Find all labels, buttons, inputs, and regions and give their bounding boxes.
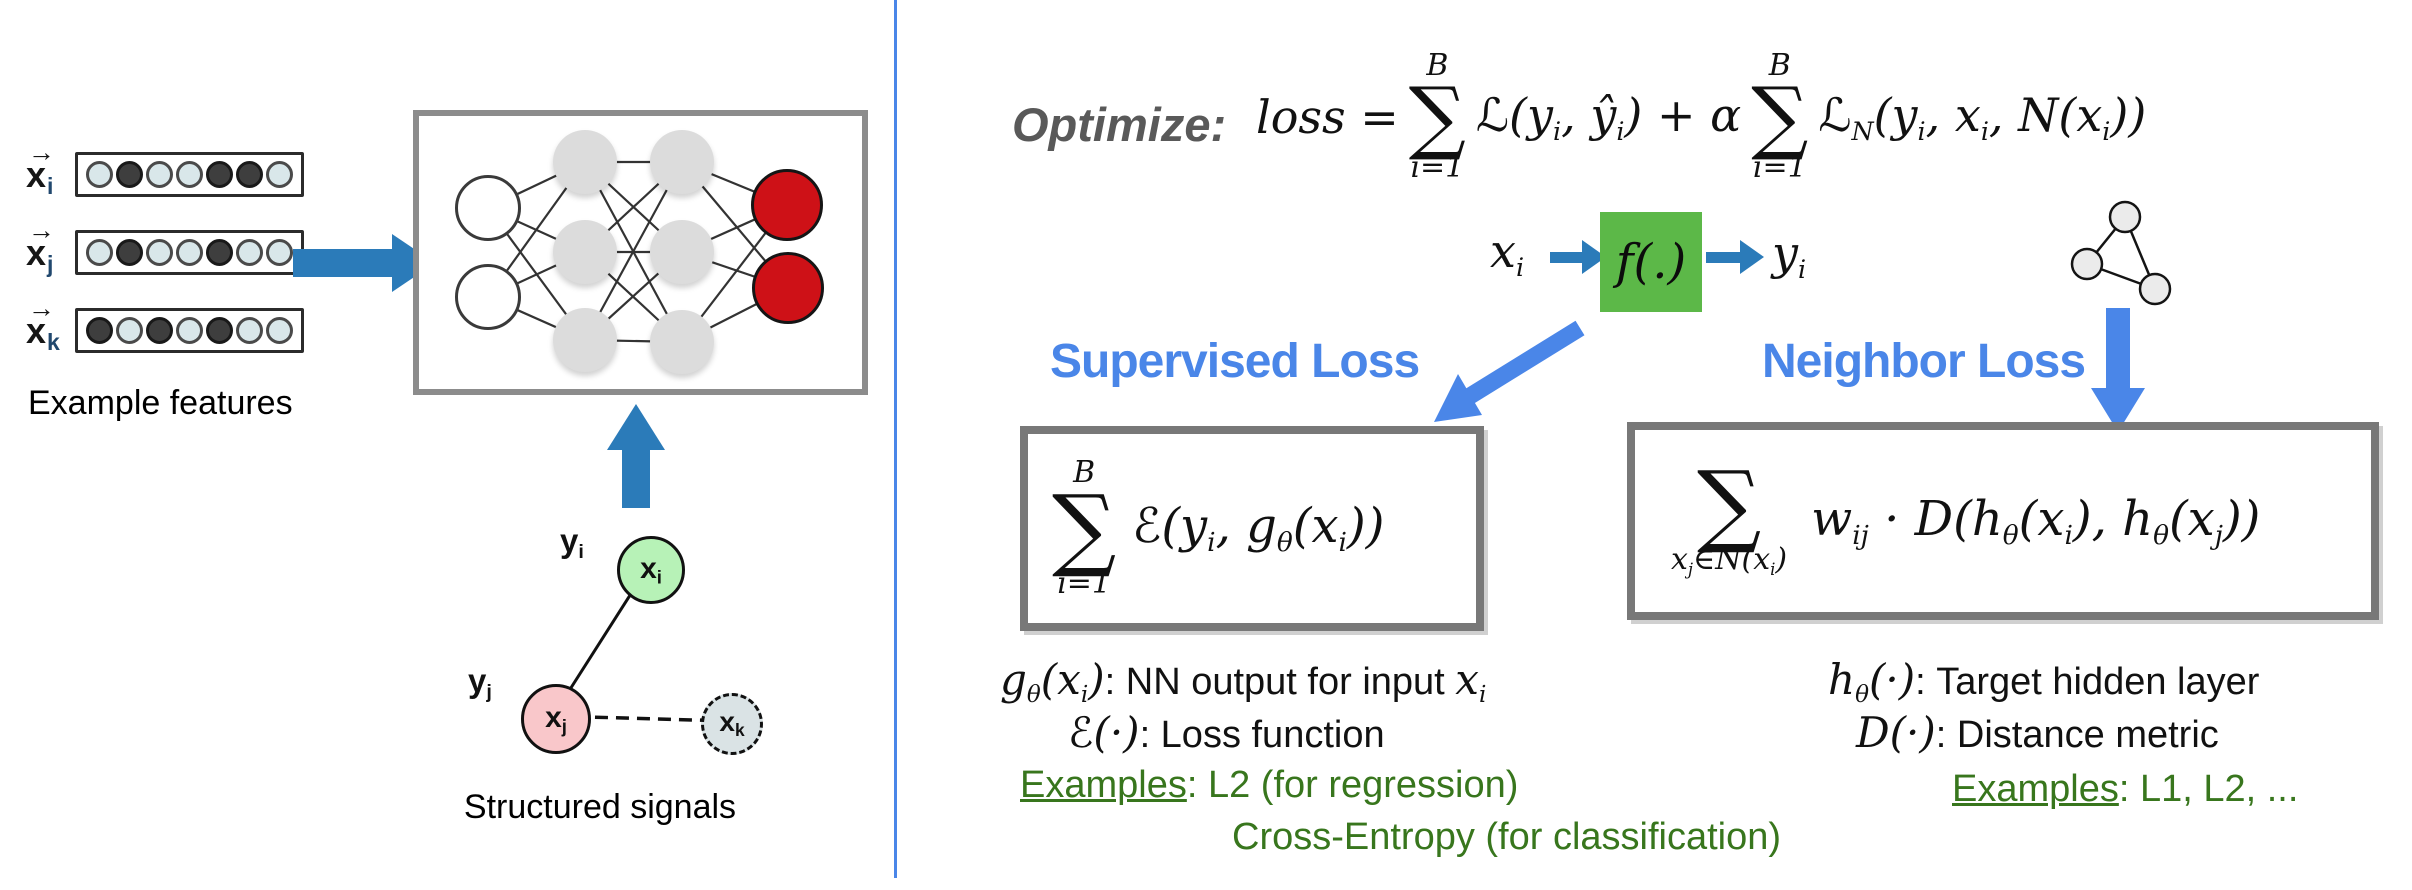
node-xj: xj [521, 684, 591, 754]
feature-dot-off [176, 317, 203, 344]
hidden-node [553, 220, 617, 284]
neighbor-loss-title: Neighbor Loss [1762, 335, 2086, 388]
supervised-examples-line2: Cross-Entropy (for classification) [1232, 816, 1782, 858]
supervised-pointer-arrow [1434, 320, 1585, 422]
neighbor-sum: ∑ xj∈N(xi) [1671, 451, 1788, 579]
supervised-examples: Examples: L2 (for regression) [1020, 764, 1519, 806]
sum-batch-1: B ∑ i=1 [1408, 48, 1466, 185]
flow-arrowhead-2 [1740, 240, 1764, 274]
supervised-term: ℒ(yi, ŷi) + α [1475, 88, 1742, 146]
node-xi: xi [617, 536, 685, 604]
supervised-formula: ℰ(yi, gθ(xi)) [1132, 498, 1385, 559]
neural-network-box [413, 110, 868, 395]
sigma-icon: ∑ [1751, 70, 1809, 163]
vector-arrow-icon: → [28, 215, 55, 245]
model-fn-box: f(.) [1600, 212, 1702, 312]
loss-lhs: loss = [1256, 90, 1399, 144]
feature-dot-on [116, 239, 143, 266]
panel-divider [894, 0, 897, 878]
feature-dot-on [86, 317, 113, 344]
feature-dot-on [206, 161, 233, 188]
neighbor-term: ℒN(yi, xi, N(xi)) [1818, 88, 2147, 146]
loss-formula: loss = B ∑ i=1 ℒ(yi, ŷi) + α B ∑ i=1 ℒN(… [1256, 28, 2146, 206]
feature-dot-on [206, 239, 233, 266]
feature-label-xi: → xi [26, 137, 55, 199]
supervised-note-2: ℰ(·): Loss function [1068, 708, 1385, 757]
model-fn-label: f(.) [1615, 234, 1687, 290]
feature-dot-off [266, 317, 293, 344]
feature-dot-off [146, 161, 173, 188]
signals-to-network-arrow [622, 448, 650, 508]
structured-signals-caption: Structured signals [463, 788, 737, 826]
neighbor-note-2: D(·): Distance metric [1856, 708, 2219, 757]
vector-arrow-icon: → [28, 293, 55, 323]
feature-dot-on [236, 161, 263, 188]
feature-dot-on [206, 317, 233, 344]
hidden-node [650, 220, 714, 284]
feature-dot-off [176, 239, 203, 266]
input-node [455, 264, 521, 330]
hidden-node [650, 130, 714, 194]
feature-dot-on [146, 317, 173, 344]
node-xk: xk [701, 693, 763, 755]
neighbor-pointer-arrow [2106, 308, 2130, 388]
feature-dot-on [116, 161, 143, 188]
optimize-label: Optimize: [1012, 98, 1227, 151]
feature-dot-off [176, 161, 203, 188]
feature-dot-off [236, 239, 263, 266]
flow-arrow-1 [1550, 252, 1582, 263]
feature-dot-off [236, 317, 263, 344]
feature-dot-off [86, 161, 113, 188]
neighbor-examples: Examples: L1, L2, ... [1952, 768, 2299, 810]
hidden-node [553, 130, 617, 194]
supervised-loss-title: Supervised Loss [1050, 335, 1420, 388]
flow-arrow-2 [1706, 252, 1740, 263]
neighbor-note-1: hθ(·): Target hidden layer [1828, 655, 2260, 709]
flow-output-yi: yi [1772, 226, 1807, 284]
supervised-sum: B ∑ i=1 [1052, 455, 1117, 601]
feature-label-xj: → xj [26, 215, 55, 277]
sigma-icon: ∑ [1696, 451, 1762, 557]
supervised-loss-box: B ∑ i=1 ℰ(yi, gθ(xi)) [1020, 426, 1484, 631]
label-yj: yj [468, 662, 492, 703]
label-yi: yi [560, 522, 584, 563]
feature-dot-off [266, 161, 293, 188]
feature-vector-xi [75, 152, 304, 197]
feature-dot-off [86, 239, 113, 266]
vector-arrow-icon: → [28, 137, 55, 167]
feature-label-xk: → xk [26, 293, 60, 355]
input-node [455, 175, 521, 241]
hidden-node [650, 310, 714, 374]
sigma-icon: ∑ [1408, 70, 1466, 163]
feature-vector-xk [75, 308, 304, 353]
feature-dot-off [116, 317, 143, 344]
output-node [752, 252, 824, 324]
feature-vector-xj [75, 230, 304, 275]
neighbor-loss-box: ∑ xj∈N(xi) wij · D(hθ(xi), hθ(xj)) [1627, 422, 2379, 620]
supervised-note-1: gθ(xi): NN output for input xi [1000, 655, 1487, 709]
feature-dot-off [146, 239, 173, 266]
structured-signals-graph: yi yj xi xj xk [460, 520, 790, 790]
sum-batch-2: B ∑ i=1 [1751, 48, 1809, 185]
feature-dot-off [266, 239, 293, 266]
flow-input-xi: xi [1490, 224, 1525, 282]
features-to-network-arrow [293, 249, 393, 277]
sigma-icon: ∑ [1052, 476, 1117, 581]
hidden-node [553, 308, 617, 372]
example-features-caption: Example features [28, 384, 293, 422]
graph-icon [2070, 200, 2172, 306]
signals-to-network-arrowhead [607, 404, 665, 450]
neighbor-formula: wij · D(hθ(xi), hθ(xj)) [1811, 490, 2261, 552]
output-node [751, 169, 823, 241]
